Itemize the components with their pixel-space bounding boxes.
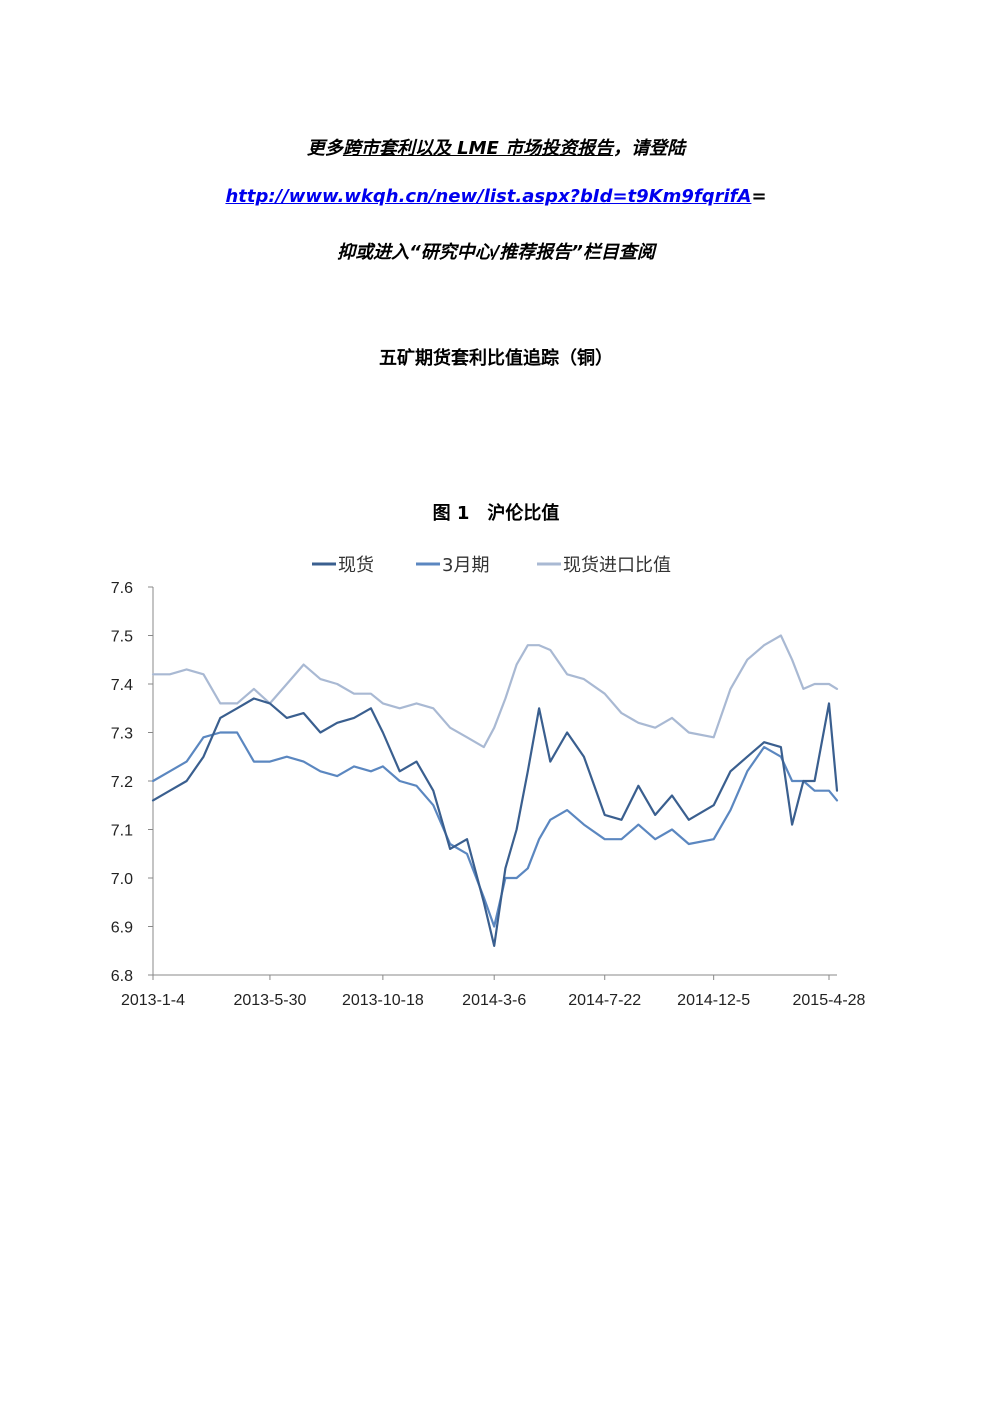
series-line-2 (151, 634, 839, 749)
y-tick-label: 7.2 (111, 774, 133, 791)
y-tick-label: 6.8 (111, 968, 133, 985)
url-suffix: = (751, 186, 767, 207)
ratio-line-chart: 现货 3月期 现货进口比值 6.8 6.9 7.0 7.1 7.2 7.3 7.4 7.5 7.6 2… (111, 555, 866, 1009)
series-line-1 (151, 731, 839, 928)
legend-label: 现货进口比值 (563, 555, 671, 576)
x-tick-label: 2014-3-6 (462, 992, 526, 1009)
research-center-line: 抑或进入“研究中心/推荐报告”栏目查阅 (337, 242, 655, 263)
chart-legend: 现货 3月期 现货进口比值 (312, 555, 671, 576)
x-tick-label: 2013-10-18 (342, 992, 424, 1009)
y-tick-label: 7.6 (111, 580, 133, 597)
legend-label: 3月期 (442, 555, 489, 576)
y-tick-label: 7.1 (111, 823, 133, 840)
promo-pre: 更多 (306, 138, 343, 159)
chart-axes: 6.8 6.9 7.0 7.1 7.2 7.3 7.4 7.5 7.6 2013-1-4 2013-… (111, 580, 866, 1009)
chart-lines (151, 634, 839, 947)
x-tick-label: 2013-1-4 (121, 992, 185, 1009)
url-line: http://www.wkqh.cn/new/list.aspx?bId=t9K… (0, 186, 992, 207)
report-url-link[interactable]: http://www.wkqh.cn/new/list.aspx?bId=t9K… (225, 186, 752, 207)
x-tick-label: 2013-5-30 (233, 992, 306, 1009)
promo-post: ，请登陆 (613, 138, 686, 159)
y-tick-label: 7.5 (111, 629, 133, 646)
x-tick-label: 2014-12-5 (677, 992, 750, 1009)
y-tick-label: 7.3 (111, 726, 133, 743)
document-title: 五矿期货套利比值追踪（铜） (379, 348, 613, 369)
promo-line: 更多跨市套利以及 LME 市场投资报告，请登陆 (0, 134, 992, 160)
y-tick-label: 7.0 (111, 871, 133, 888)
legend-label: 现货 (338, 555, 374, 576)
series-line-0 (151, 697, 839, 947)
figure-title: 图 1 沪伦比值 (432, 503, 560, 524)
x-tick-label: 2014-7-22 (568, 992, 641, 1009)
x-tick-label: 2015-4-28 (793, 992, 866, 1009)
y-tick-label: 6.9 (111, 920, 133, 937)
y-tick-label: 7.4 (111, 677, 133, 694)
promo-report-link[interactable]: 跨市套利以及 LME 市场投资报告 (342, 138, 614, 159)
